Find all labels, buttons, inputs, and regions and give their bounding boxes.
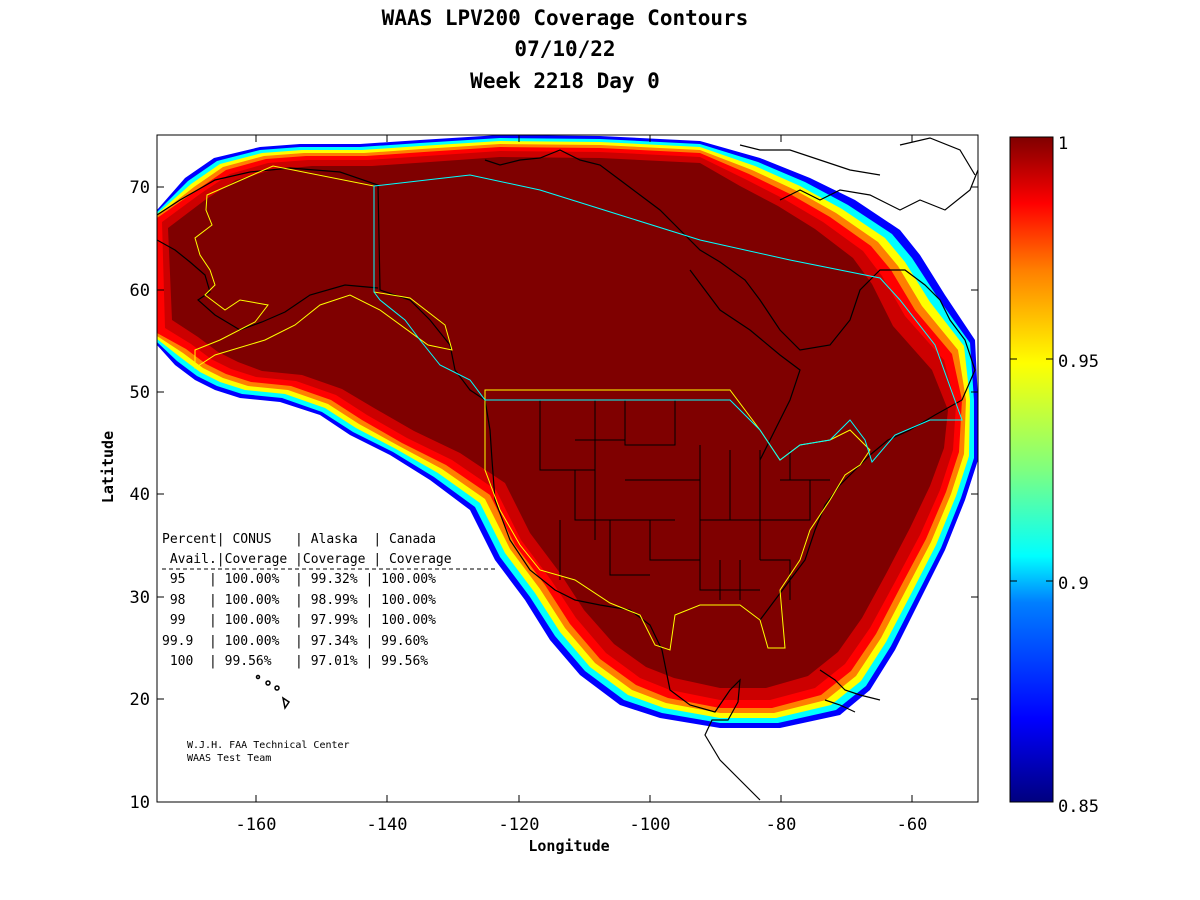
plot-frame: [156, 134, 979, 803]
coverage-table: Percent| CONUS | Alaska | Canada Avail.|…: [162, 532, 495, 669]
credits: W.J.H. FAA Technical Center WAAS Test Te…: [187, 740, 350, 764]
hawaii-islands: [255, 674, 291, 710]
table-header-2: Avail.|Coverage |Coverage | Coverage: [162, 552, 452, 567]
colorbar-tick-label: 0.85: [1058, 797, 1099, 817]
canada-region-outline: [373, 174, 963, 464]
service-region-outlines: [194, 165, 963, 651]
y-tick-label: 30: [130, 588, 150, 608]
x-tick-label: -80: [766, 815, 797, 835]
x-tick-label: -60: [897, 815, 928, 835]
y-axis-label: Latitude: [99, 431, 117, 503]
colorbar-tick-label: 0.9: [1058, 574, 1089, 594]
credit-line-1: W.J.H. FAA Technical Center: [187, 740, 350, 751]
alaska-conus-region-outline: [194, 165, 453, 369]
credit-line-2: WAAS Test Team: [187, 753, 271, 764]
x-axis-label: Longitude: [528, 837, 609, 855]
y-tick-label: 50: [130, 383, 150, 403]
x-tick-label: -120: [499, 815, 540, 835]
colorbar-tick-label: 0.95: [1058, 352, 1099, 372]
table-row: 100 | 99.56% | 97.01% | 99.56%: [162, 654, 428, 669]
y-tick-label: 70: [130, 178, 150, 198]
colorbar: [1009, 136, 1054, 803]
plot-week-day: Week 2218 Day 0: [470, 69, 660, 93]
y-tick-label: 20: [130, 690, 150, 710]
x-tick-label: -100: [630, 815, 671, 835]
table-row: 95 | 100.00% | 99.32% | 100.00%: [162, 572, 436, 587]
x-tick-label: -140: [367, 815, 408, 835]
x-tick-label: -160: [236, 815, 277, 835]
y-tick-marks: [157, 186, 978, 700]
table-row: 99.9 | 100.00% | 97.34% | 99.60%: [162, 634, 428, 649]
table-row: 98 | 100.00% | 98.99% | 100.00%: [162, 593, 436, 608]
x-tick-marks: [255, 135, 913, 802]
coastlines: [157, 137, 978, 801]
y-tick-label: 10: [130, 793, 150, 813]
plot-date: 07/10/22: [514, 37, 616, 61]
colorbar-tick-label: 1: [1058, 134, 1068, 154]
plot-title: WAAS LPV200 Coverage Contours: [381, 6, 749, 30]
colorbar-ticks: [1010, 358, 1053, 582]
table-header-1: Percent| CONUS | Alaska | Canada: [162, 532, 436, 547]
y-tick-label: 40: [130, 485, 150, 505]
y-tick-label: 60: [130, 281, 150, 301]
table-row: 99 | 100.00% | 97.99% | 100.00%: [162, 613, 436, 628]
